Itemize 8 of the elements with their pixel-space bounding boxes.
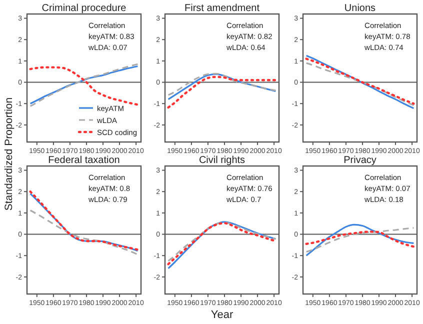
chart-title: Civil rights: [198, 155, 246, 166]
x-axis-title: Year: [210, 309, 234, 321]
chart-title: Unions: [344, 3, 376, 14]
chart-title: Federal taxation: [48, 155, 120, 166]
chart-title: First amendment: [184, 3, 260, 14]
y-axis-title: Standardized Proportion: [3, 97, 15, 211]
chart-title: Criminal procedure: [42, 3, 127, 14]
chart-title: Privacy: [344, 155, 376, 166]
